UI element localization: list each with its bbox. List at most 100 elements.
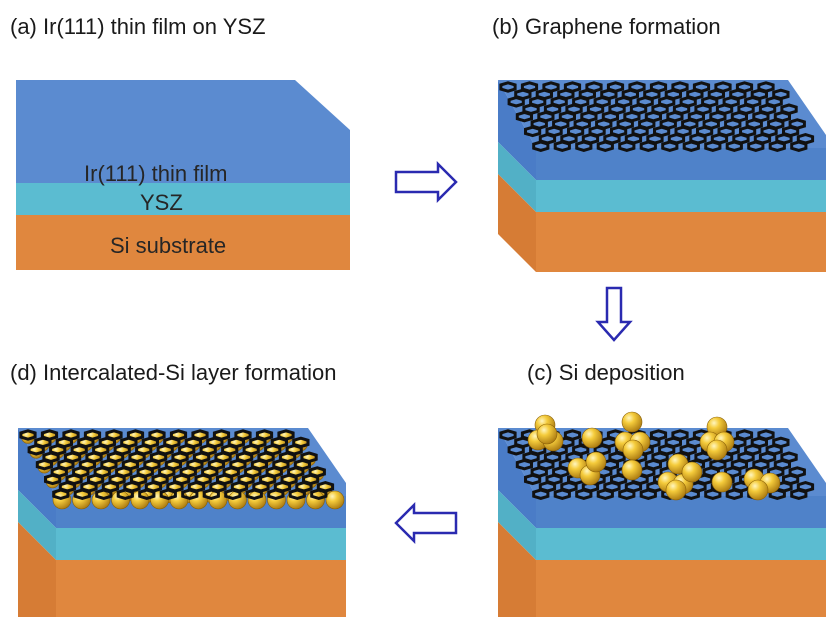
graphene-hexagon (639, 488, 657, 500)
graphene-hexagon (44, 473, 62, 486)
si-atom (622, 439, 644, 461)
si-atom (621, 459, 643, 481)
graphene-hexagon (499, 429, 517, 441)
graphene-hexagon (35, 458, 53, 471)
si-atom (91, 490, 111, 510)
si-atom (581, 427, 603, 449)
ysz-layer (56, 528, 346, 560)
graphene-hexagon (524, 125, 542, 138)
ir-film-front (498, 428, 536, 528)
graphene-hexagon (532, 140, 550, 152)
panel-a-title: (a) Ir(111) thin film on YSZ (10, 14, 266, 39)
si-atom (681, 461, 703, 483)
panel-c-stack (498, 411, 826, 617)
si-atom (747, 479, 769, 501)
graphene-hexagon (790, 488, 808, 500)
graphene-hexagon (682, 140, 700, 152)
ir-film-front (498, 80, 536, 180)
graphene-hexagon (704, 140, 722, 152)
arrow-left-icon (394, 501, 458, 545)
graphene-hexagon (138, 488, 156, 500)
si-atom (665, 479, 687, 501)
si-substrate (18, 522, 56, 617)
panel-a-stack: Ir(111) thin film YSZ Si substrate (16, 80, 350, 270)
graphene-hexagon (95, 488, 113, 500)
graphene-hexagon (618, 140, 636, 152)
si-atom (585, 451, 607, 473)
si-substrate (536, 212, 826, 272)
graphene-hexagon (73, 488, 91, 500)
graphene-hexagon (19, 429, 37, 441)
graphene-hexagon (507, 96, 525, 108)
panel-c-title: (c) Si deposition (527, 360, 685, 385)
si-atom (306, 490, 325, 510)
si-atom (621, 411, 643, 433)
si-atom (706, 439, 728, 461)
graphene-hexagon (704, 488, 722, 500)
si-atom (325, 490, 345, 510)
panel-d-stack (18, 428, 346, 617)
ysz-layer (18, 490, 56, 560)
ysz-layer (536, 180, 826, 212)
graphene-hexagon (575, 140, 593, 152)
ysz-layer (498, 490, 536, 560)
ir-film-top (16, 80, 350, 183)
graphene-hexagon (267, 488, 285, 500)
graphene-hexagon (515, 110, 533, 123)
graphene-hexagon (790, 140, 808, 152)
graphene-hexagon (661, 140, 679, 152)
graphene-hexagon (747, 140, 765, 152)
si-atom (169, 490, 189, 510)
graphene-hexagon (288, 488, 306, 500)
graphene-lattice (19, 429, 335, 500)
si-atom (247, 490, 267, 510)
ysz-layer (536, 528, 826, 560)
si-atom (711, 471, 733, 493)
graphene-hexagon (245, 488, 263, 500)
graphene-hexagon (575, 488, 593, 500)
graphene-hexagon (596, 488, 614, 500)
si-atoms (527, 411, 781, 501)
ysz-layer (498, 142, 536, 212)
si-substrate (56, 560, 346, 617)
graphene-hexagon (532, 488, 550, 500)
ir-film-front (536, 496, 826, 528)
arrow-right-icon (394, 160, 458, 204)
graphene-lattice (499, 81, 815, 152)
ir-film-front (536, 148, 826, 180)
si-substrate (16, 215, 350, 270)
graphene-hexagon (52, 488, 70, 500)
si-substrate (498, 174, 536, 272)
panel-b-title: (b) Graphene formation (492, 14, 721, 39)
graphene-hexagon (725, 140, 743, 152)
ir-film-front (18, 428, 56, 528)
panel-d-title: (d) Intercalated-Si layer formation (10, 360, 337, 385)
ysz-label: YSZ (140, 190, 183, 215)
graphene-hexagon (618, 488, 636, 500)
si-substrate (536, 560, 826, 617)
graphene-hexagon (596, 140, 614, 152)
panel-b-stack (498, 80, 826, 272)
graphene-hexagon (553, 140, 571, 152)
graphene-hexagon (159, 488, 177, 500)
graphene-hexagon (725, 488, 743, 500)
graphene-hexagon (553, 488, 571, 500)
graphene-hexagon (202, 488, 220, 500)
graphene-hexagon (499, 81, 517, 93)
ir-film-label: Ir(111) thin film (84, 161, 227, 186)
graphene-hexagon (310, 488, 328, 500)
graphene-hexagon (116, 488, 134, 500)
arrow-down-icon (595, 286, 633, 342)
si-atom (536, 423, 558, 445)
graphene-hexagon (181, 488, 199, 500)
ysz-layer (16, 183, 350, 215)
graphene-hexagon (524, 473, 542, 486)
si-substrate-label: Si substrate (110, 233, 226, 258)
graphene-hexagon (639, 140, 657, 152)
si-atom (228, 490, 247, 510)
si-substrate (498, 522, 536, 617)
graphene-hexagon (515, 458, 533, 471)
graphene-hexagon (768, 140, 786, 152)
graphene-hexagon (224, 488, 242, 500)
